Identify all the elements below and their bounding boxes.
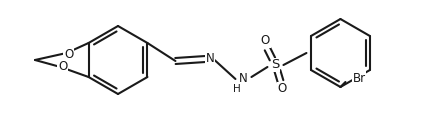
Text: N: N <box>206 53 215 66</box>
Text: O: O <box>278 83 287 96</box>
Text: Br: Br <box>352 72 365 84</box>
Text: O: O <box>58 60 67 73</box>
Text: S: S <box>271 58 280 72</box>
Text: N: N <box>239 73 248 86</box>
Text: H: H <box>233 84 240 94</box>
Text: O: O <box>64 47 73 60</box>
Text: O: O <box>261 34 270 47</box>
